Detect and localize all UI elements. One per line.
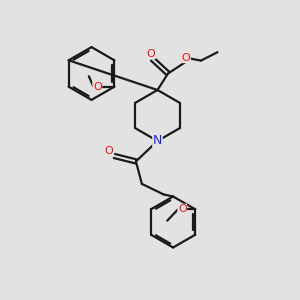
Text: O: O [93,82,102,92]
Text: O: O [182,52,190,63]
Text: O: O [105,146,114,156]
Text: O: O [178,204,187,214]
Text: O: O [146,49,155,59]
Text: N: N [153,134,162,148]
